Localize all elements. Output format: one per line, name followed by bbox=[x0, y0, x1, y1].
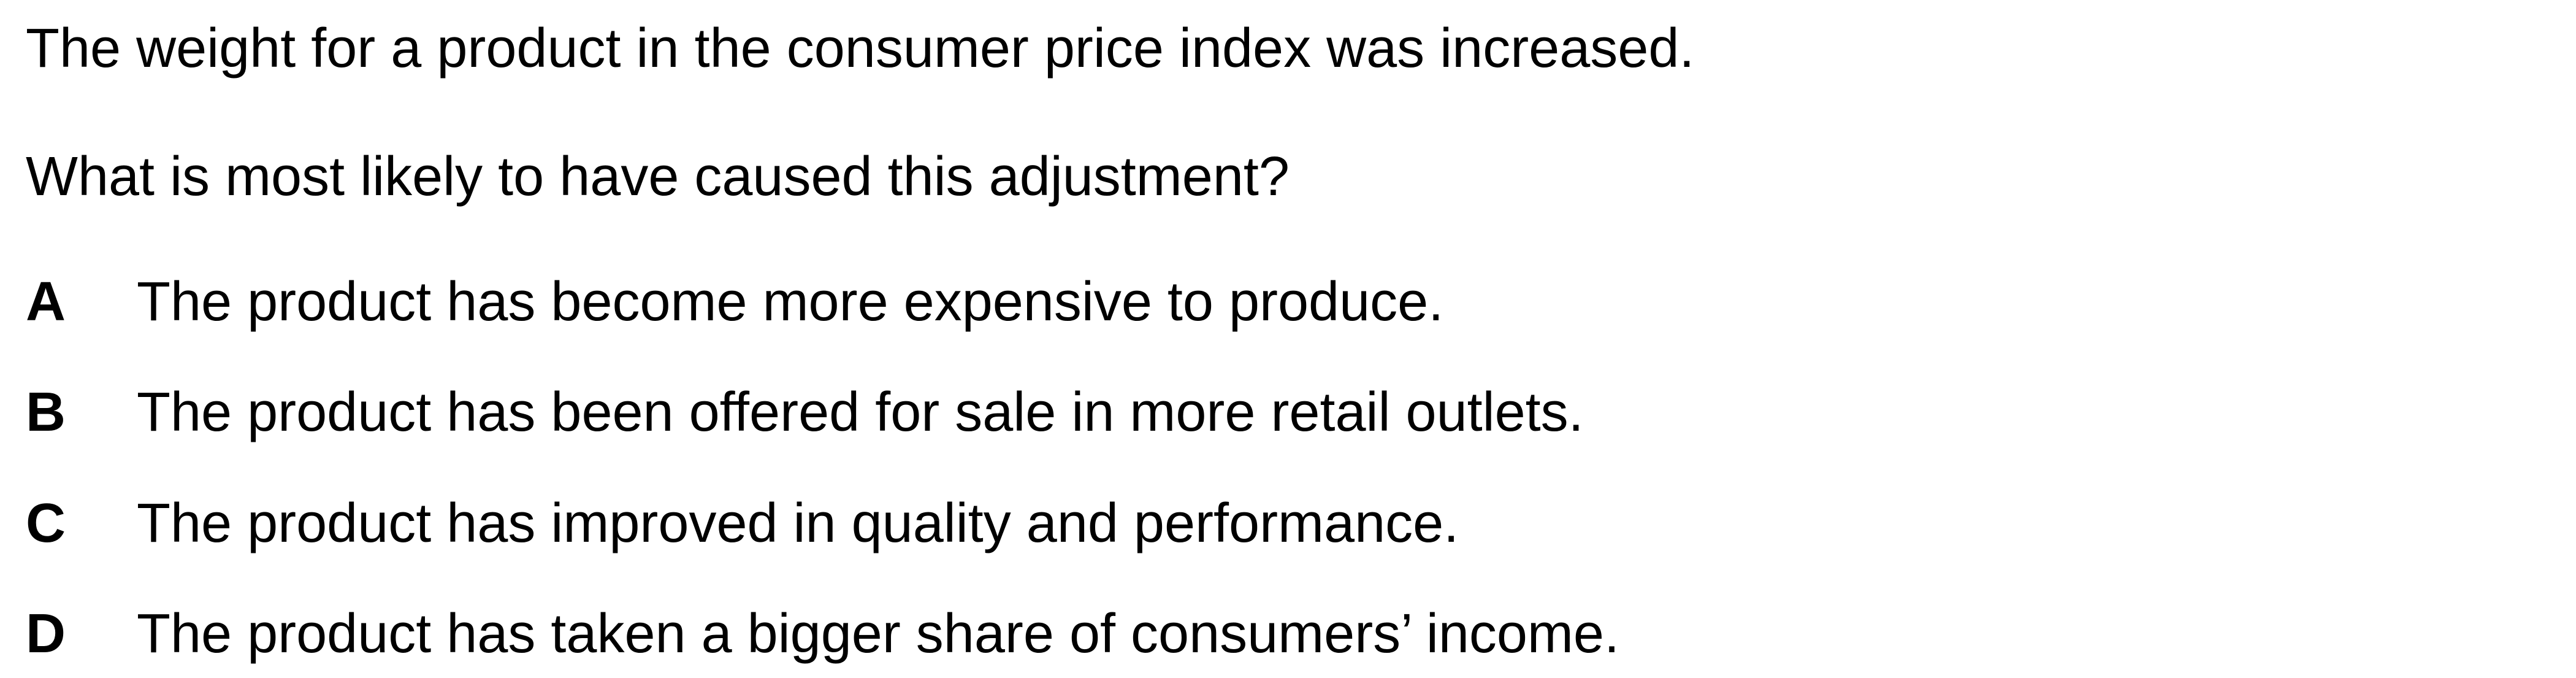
option-a-letter: A bbox=[26, 271, 66, 333]
option-c-text: The product has improved in quality and … bbox=[137, 493, 1459, 554]
option-b[interactable]: B The product has been offered for sale … bbox=[26, 385, 1865, 446]
option-d-text: The product has taken a bigger share of … bbox=[137, 603, 1619, 665]
option-d[interactable]: D The product has taken a bigger share o… bbox=[26, 606, 1865, 668]
option-c[interactable]: C The product has improved in quality an… bbox=[26, 496, 1865, 557]
option-b-text: The product has been offered for sale in… bbox=[137, 382, 1584, 443]
option-a[interactable]: A The product has become more expensive … bbox=[26, 274, 1865, 336]
option-b-letter: B bbox=[26, 382, 66, 443]
question-statement: The weight for a product in the consumer… bbox=[26, 18, 1695, 79]
question-prompt: What is most likely to have caused this … bbox=[26, 146, 1290, 207]
option-d-letter: D bbox=[26, 603, 66, 665]
option-c-letter: C bbox=[26, 493, 66, 554]
option-a-text: The product has become more expensive to… bbox=[137, 271, 1444, 333]
